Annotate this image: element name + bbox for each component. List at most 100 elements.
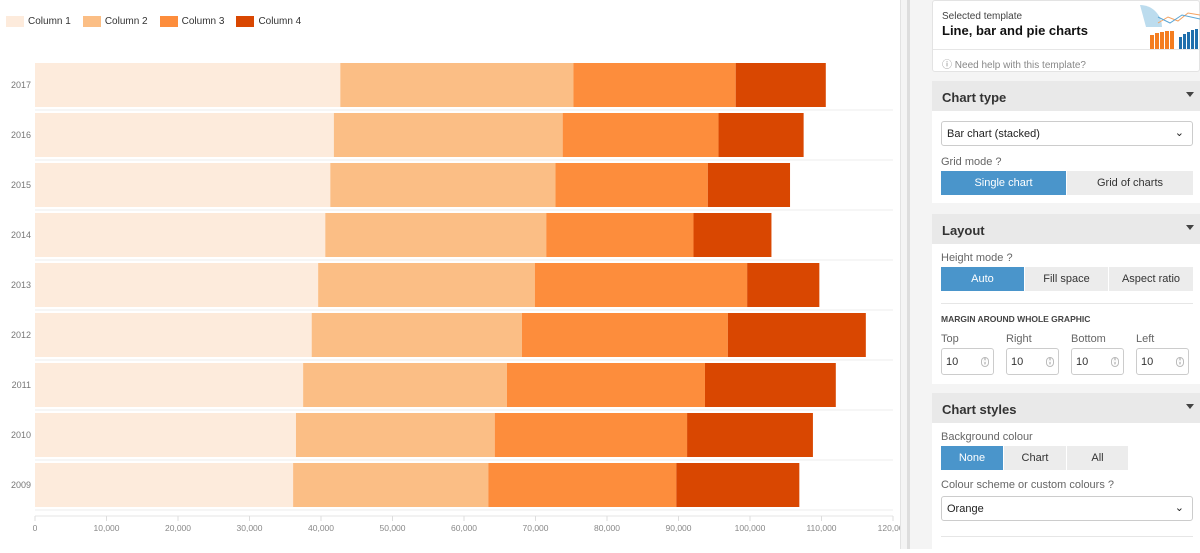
template-name: Line, bar and pie charts bbox=[942, 23, 1088, 38]
bar-segment bbox=[318, 263, 535, 307]
bar-segment bbox=[562, 113, 719, 157]
caret-down-icon bbox=[1186, 92, 1194, 97]
colour-scheme-label: Colour scheme or custom colours ? bbox=[941, 479, 1115, 491]
bar-segment bbox=[735, 63, 826, 107]
x-tick-label: 70,000 bbox=[523, 523, 549, 533]
x-tick-label: 40,000 bbox=[308, 523, 334, 533]
chart-area: Column 1 Column 2 Column 3 Column 4 2017 201… bbox=[6, 16, 909, 533]
legend: Column 1 Column 2 Column 3 Column 4 bbox=[6, 16, 301, 27]
help-icon: ? bbox=[1006, 252, 1013, 264]
legend-swatch bbox=[159, 16, 178, 27]
height-mode-label: Height mode ? bbox=[941, 252, 1013, 264]
x-tick-label: 90,000 bbox=[666, 523, 692, 533]
x-tick-label: 50,000 bbox=[380, 523, 406, 533]
colour-scheme-select[interactable]: Orange ⌄ bbox=[941, 496, 1193, 521]
bg-all[interactable]: All bbox=[1067, 446, 1128, 470]
bar-segment bbox=[325, 213, 547, 257]
layout-header[interactable]: Layout bbox=[932, 214, 1200, 244]
info-icon: ⓘ bbox=[942, 60, 955, 71]
scrollbar-gutter[interactable] bbox=[900, 0, 932, 549]
bar-segment bbox=[521, 313, 728, 357]
help-icon: ? bbox=[1107, 479, 1115, 491]
bar-segment bbox=[303, 363, 507, 407]
height-mode-aspect[interactable]: Aspect ratio bbox=[1109, 267, 1193, 291]
legend-swatch bbox=[6, 16, 24, 27]
bar-segment bbox=[35, 213, 326, 257]
legend-item: Column 1 bbox=[6, 16, 71, 27]
stepper-icon[interactable]: ˄ ˅ bbox=[1111, 357, 1119, 367]
bar-segment bbox=[35, 463, 294, 507]
margin-bottom-label: Bottom bbox=[1071, 333, 1106, 345]
template-label: Selected template bbox=[942, 11, 1023, 22]
bg-colour-label: Background colour bbox=[941, 431, 1033, 443]
bar-segment bbox=[35, 313, 312, 357]
template-card: Selected template Line, bar and pie char… bbox=[932, 0, 1200, 72]
margin-right-input[interactable]: 10 ˄ ˅ bbox=[1006, 348, 1059, 375]
bar-segment bbox=[687, 413, 813, 457]
bar-segment bbox=[707, 163, 791, 207]
margin-top-input[interactable]: 10 ˄ ˅ bbox=[941, 348, 994, 375]
bar-segment bbox=[488, 463, 677, 507]
category-label: 2011 bbox=[12, 380, 31, 390]
bar-segment bbox=[506, 363, 705, 407]
bar-segment bbox=[35, 363, 304, 407]
chart-type-select[interactable]: Bar chart (stacked) ⌄ bbox=[941, 121, 1193, 146]
bar-segment bbox=[340, 63, 574, 107]
help-link[interactable]: ⓘ Need help with this template? bbox=[942, 60, 1086, 71]
bar-segment bbox=[35, 113, 334, 157]
legend-swatch bbox=[82, 16, 101, 27]
bar-segment bbox=[704, 363, 836, 407]
bar-segment bbox=[727, 313, 866, 357]
bar-segment bbox=[35, 63, 341, 107]
grid-mode-grid[interactable]: Grid of charts bbox=[1067, 171, 1193, 195]
bg-chart[interactable]: Chart bbox=[1004, 446, 1066, 470]
bar-segment bbox=[35, 263, 319, 307]
category-label: 2014 bbox=[11, 230, 31, 240]
bar-segment bbox=[573, 63, 736, 107]
chart-type-header[interactable]: Chart type bbox=[932, 81, 1200, 111]
height-mode-fill[interactable]: Fill space bbox=[1025, 267, 1108, 291]
bar-segment bbox=[293, 463, 489, 507]
bar-segment bbox=[534, 263, 748, 307]
x-tick-label: 0 bbox=[33, 523, 38, 533]
bg-none[interactable]: None bbox=[941, 446, 1003, 470]
scrollbar[interactable] bbox=[907, 0, 910, 549]
chart-styles-header[interactable]: Chart styles bbox=[932, 393, 1200, 423]
x-tick-label: 80,000 bbox=[594, 523, 620, 533]
bar-segment bbox=[494, 413, 688, 457]
x-tick-label: 100,000 bbox=[735, 523, 766, 533]
bar-segment bbox=[555, 163, 708, 207]
stepper-icon[interactable]: ˄ ˅ bbox=[1176, 357, 1184, 367]
template-thumbnail bbox=[1140, 5, 1200, 49]
x-tick-label: 10,000 bbox=[94, 523, 120, 533]
grid-mode-label: Grid mode ? bbox=[941, 156, 1002, 168]
margin-left-label: Left bbox=[1136, 333, 1155, 345]
margin-right-label: Right bbox=[1006, 333, 1032, 345]
legend-swatch bbox=[236, 16, 255, 27]
margin-bottom-input[interactable]: 10 ˄ ˅ bbox=[1071, 348, 1124, 375]
category-label: 2017 bbox=[11, 80, 31, 90]
bar-segment bbox=[330, 163, 556, 207]
bar-segment bbox=[311, 313, 522, 357]
bar-segment bbox=[546, 213, 694, 257]
bar-segment bbox=[693, 213, 772, 257]
x-tick-label: 120,000 bbox=[878, 523, 900, 533]
bar-segment bbox=[333, 113, 563, 157]
settings-panel: Selected template Line, bar and pie char… bbox=[932, 0, 1200, 549]
category-label: 2012 bbox=[11, 330, 31, 340]
margin-top-label: Top bbox=[941, 333, 959, 345]
bar-chart: 2017 2016 2015 2014 2013 2012 2011 2010 2009 0 10,… bbox=[11, 63, 909, 533]
stepper-icon[interactable]: ˄ ˅ bbox=[981, 357, 989, 367]
height-mode-auto[interactable]: Auto bbox=[941, 267, 1024, 291]
caret-down-icon bbox=[1186, 225, 1194, 230]
margin-left-input[interactable]: 10 ˄ ˅ bbox=[1136, 348, 1189, 375]
grid-mode-single[interactable]: Single chart bbox=[941, 171, 1066, 195]
bar-segment bbox=[35, 163, 331, 207]
bar-segment bbox=[747, 263, 820, 307]
category-label: 2016 bbox=[11, 130, 31, 140]
chevron-down-icon: ⌄ bbox=[1174, 127, 1184, 139]
category-label: 2009 bbox=[11, 480, 31, 490]
bar-segment bbox=[295, 413, 495, 457]
stepper-icon[interactable]: ˄ ˅ bbox=[1046, 357, 1054, 367]
bar-segment bbox=[718, 113, 804, 157]
